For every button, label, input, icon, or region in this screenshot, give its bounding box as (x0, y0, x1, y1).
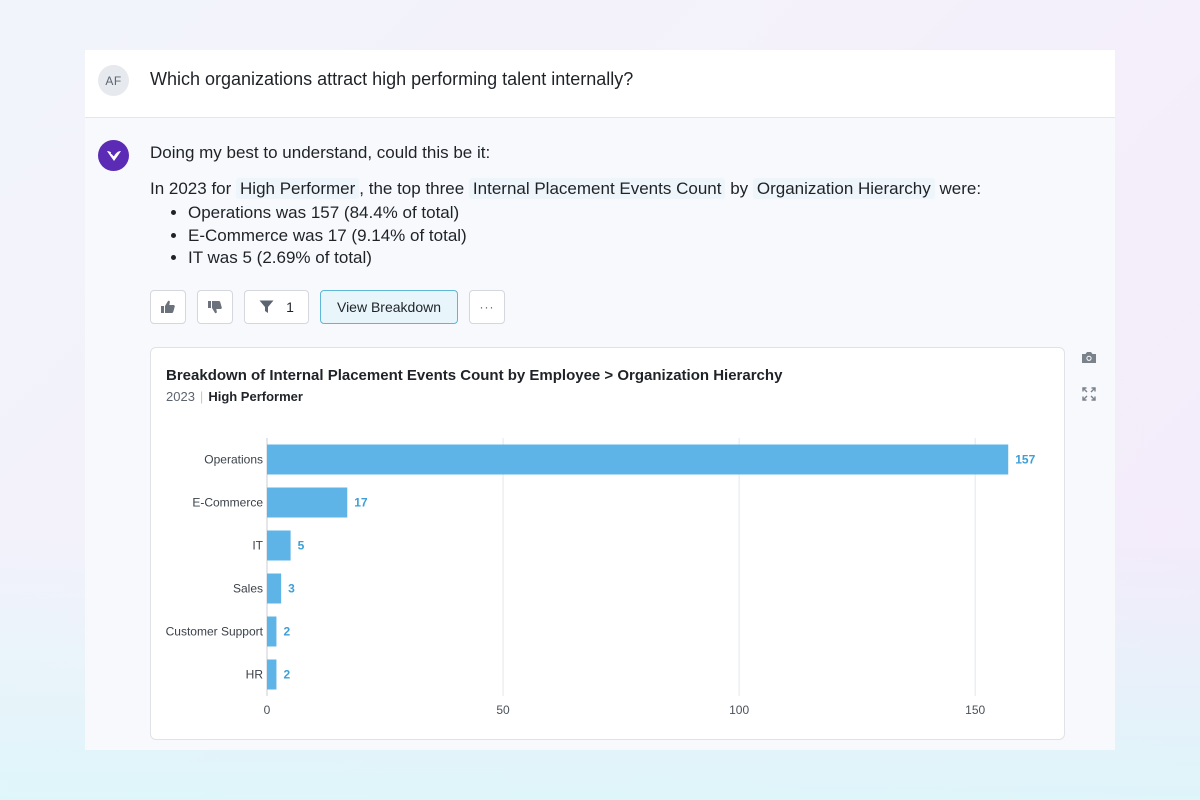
metric-chip[interactable]: Internal Placement Events Count (468, 178, 726, 199)
y-category-label: Operations (204, 453, 263, 467)
user-message: AF Which organizations attract high perf… (85, 50, 1115, 118)
summary-suffix: were: (939, 179, 982, 198)
filter-chip-high-performer[interactable]: High Performer (236, 178, 360, 199)
y-category-label: Customer Support (166, 625, 264, 639)
bar-chart: 0 50 100 150 Operations 157 E-Commerce 17 IT 5 Sal… (166, 438, 1036, 717)
user-question: Which organizations attract high perform… (150, 69, 634, 89)
answer-summary: In 2023 for High Performer, the top thre… (150, 178, 982, 199)
x-tick-label: 0 (264, 703, 271, 717)
bar-customer-support (267, 616, 277, 647)
bot-logo-glyph (106, 150, 121, 161)
x-tick-label: 150 (965, 703, 985, 717)
bar-value-label: 3 (288, 582, 295, 596)
chart-title: Breakdown of Internal Placement Events C… (166, 367, 783, 384)
screenshot-button[interactable] (1080, 348, 1098, 366)
y-category-label: HR (246, 668, 264, 682)
thumbs-down-icon (208, 301, 222, 314)
summary-middle-1: , the top three (359, 179, 465, 198)
camera-icon (1082, 351, 1096, 363)
summary-middle-2: by (730, 179, 749, 198)
bar-value-label: 2 (283, 625, 290, 639)
expand-icon (1082, 387, 1096, 401)
bar-value-label: 157 (1015, 453, 1035, 467)
bar-sales (267, 573, 282, 604)
user-avatar: AF (98, 65, 129, 96)
list-item: Operations was 157 (84.4% of total) (188, 202, 467, 225)
list-item: E-Commerce was 17 (9.14% of total) (188, 225, 467, 248)
filter-button[interactable]: 1 (244, 290, 309, 324)
bar-it (267, 530, 291, 561)
view-breakdown-button[interactable]: View Breakdown (320, 290, 458, 324)
assistant-message: Doing my best to understand, could this … (85, 118, 1115, 750)
bar-e-commerce (267, 487, 348, 518)
chart-card: Breakdown of Internal Placement Events C… (150, 347, 1065, 740)
bar-operations (267, 444, 1009, 475)
bar-value-label: 17 (354, 496, 368, 510)
thumbs-up-icon (161, 300, 175, 313)
chart-subtitle-filter: High Performer (208, 389, 303, 404)
filter-icon (259, 300, 274, 313)
thumbs-up-button[interactable] (150, 290, 186, 324)
more-options-button[interactable]: ··· (469, 290, 505, 324)
bar-value-label: 2 (283, 668, 290, 682)
y-category-label: E-Commerce (192, 496, 263, 510)
chart-subtitle-year: 2023 (166, 389, 195, 404)
bot-logo-icon (98, 140, 129, 171)
y-category-label: IT (252, 539, 263, 553)
list-item: IT was 5 (2.69% of total) (188, 247, 467, 270)
subtitle-separator: | (199, 389, 204, 404)
dimension-chip[interactable]: Organization Hierarchy (752, 178, 935, 199)
answer-intro: Doing my best to understand, could this … (150, 143, 491, 162)
answer-bullets: Operations was 157 (84.4% of total) E-Co… (170, 202, 467, 270)
expand-button[interactable] (1080, 385, 1098, 403)
bar-value-label: 5 (298, 539, 305, 553)
thumbs-down-button[interactable] (197, 290, 233, 324)
y-category-label: Sales (233, 582, 263, 596)
bar-hr (267, 659, 277, 690)
summary-prefix: In 2023 for (150, 179, 232, 198)
chart-subtitle: 2023 | High Performer (166, 389, 303, 404)
chat-panel: AF Which organizations attract high perf… (85, 50, 1115, 750)
filter-count: 1 (286, 299, 294, 315)
x-tick-label: 50 (496, 703, 510, 717)
x-tick-label: 100 (729, 703, 749, 717)
